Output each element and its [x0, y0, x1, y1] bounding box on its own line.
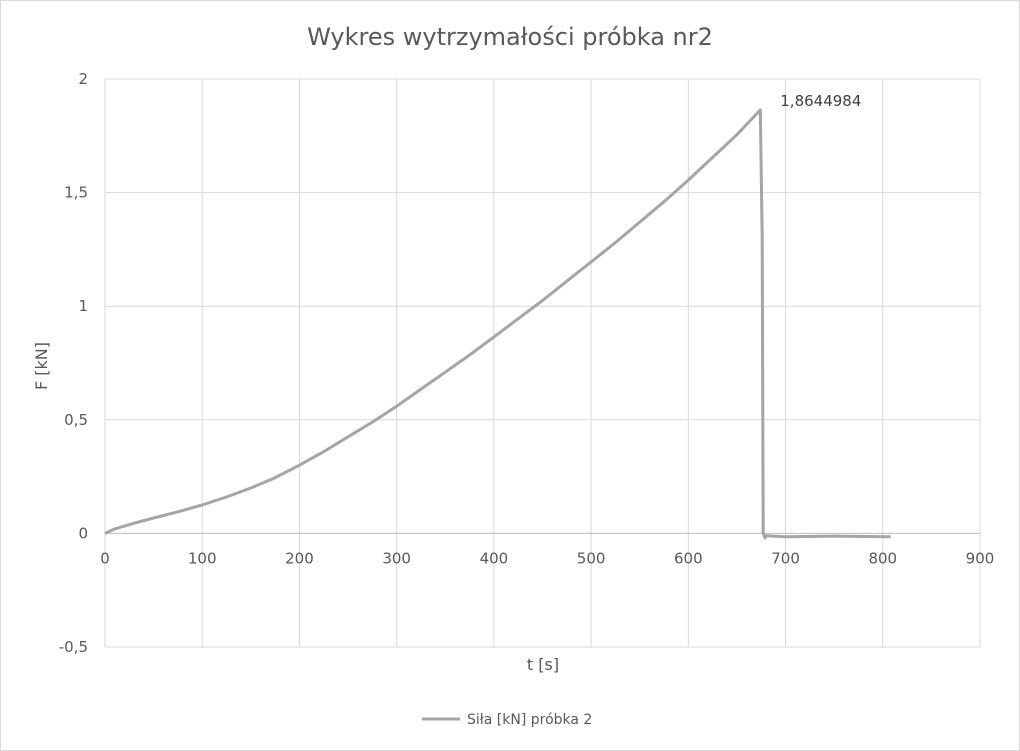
- x-tick-label: 200: [285, 549, 314, 567]
- x-tick-label: 800: [868, 549, 897, 567]
- y-tick-label: 1: [78, 297, 88, 315]
- data-labels: 1,8644984: [780, 92, 861, 110]
- x-tick-label: 100: [188, 549, 217, 567]
- legend: Siła [kN] próbka 2: [422, 712, 592, 728]
- x-tick-label: 600: [674, 549, 703, 567]
- x-tick-label: 0: [100, 549, 110, 567]
- y-tick-label: 0,5: [64, 411, 88, 429]
- grid: [104, 78, 981, 648]
- series-line: [104, 108, 891, 540]
- x-axis-label: t [s]: [527, 655, 559, 674]
- y-tick-label: 1,5: [64, 184, 88, 202]
- x-tick-label: 300: [382, 549, 411, 567]
- data-label: 1,8644984: [780, 92, 861, 110]
- y-axis-label: F [kN]: [32, 342, 51, 390]
- x-tick-label: 400: [480, 549, 509, 567]
- y-tick-label: -0,5: [59, 638, 88, 656]
- chart-title: Wykres wytrzymałości próbka nr2: [307, 23, 713, 51]
- y-tick-label: 2: [78, 70, 88, 88]
- series-layer: [104, 108, 891, 540]
- x-tick-label: 900: [966, 549, 995, 567]
- y-tick-label: 0: [78, 524, 88, 542]
- tick-labels: 0 100 200 300 400 500 600 700 800 900 -0,5 0 0,5 1 1,5…: [59, 70, 995, 656]
- legend-label: Siła [kN] próbka 2: [467, 712, 592, 728]
- x-tick-label: 500: [577, 549, 606, 567]
- x-tick-label: 700: [771, 549, 800, 567]
